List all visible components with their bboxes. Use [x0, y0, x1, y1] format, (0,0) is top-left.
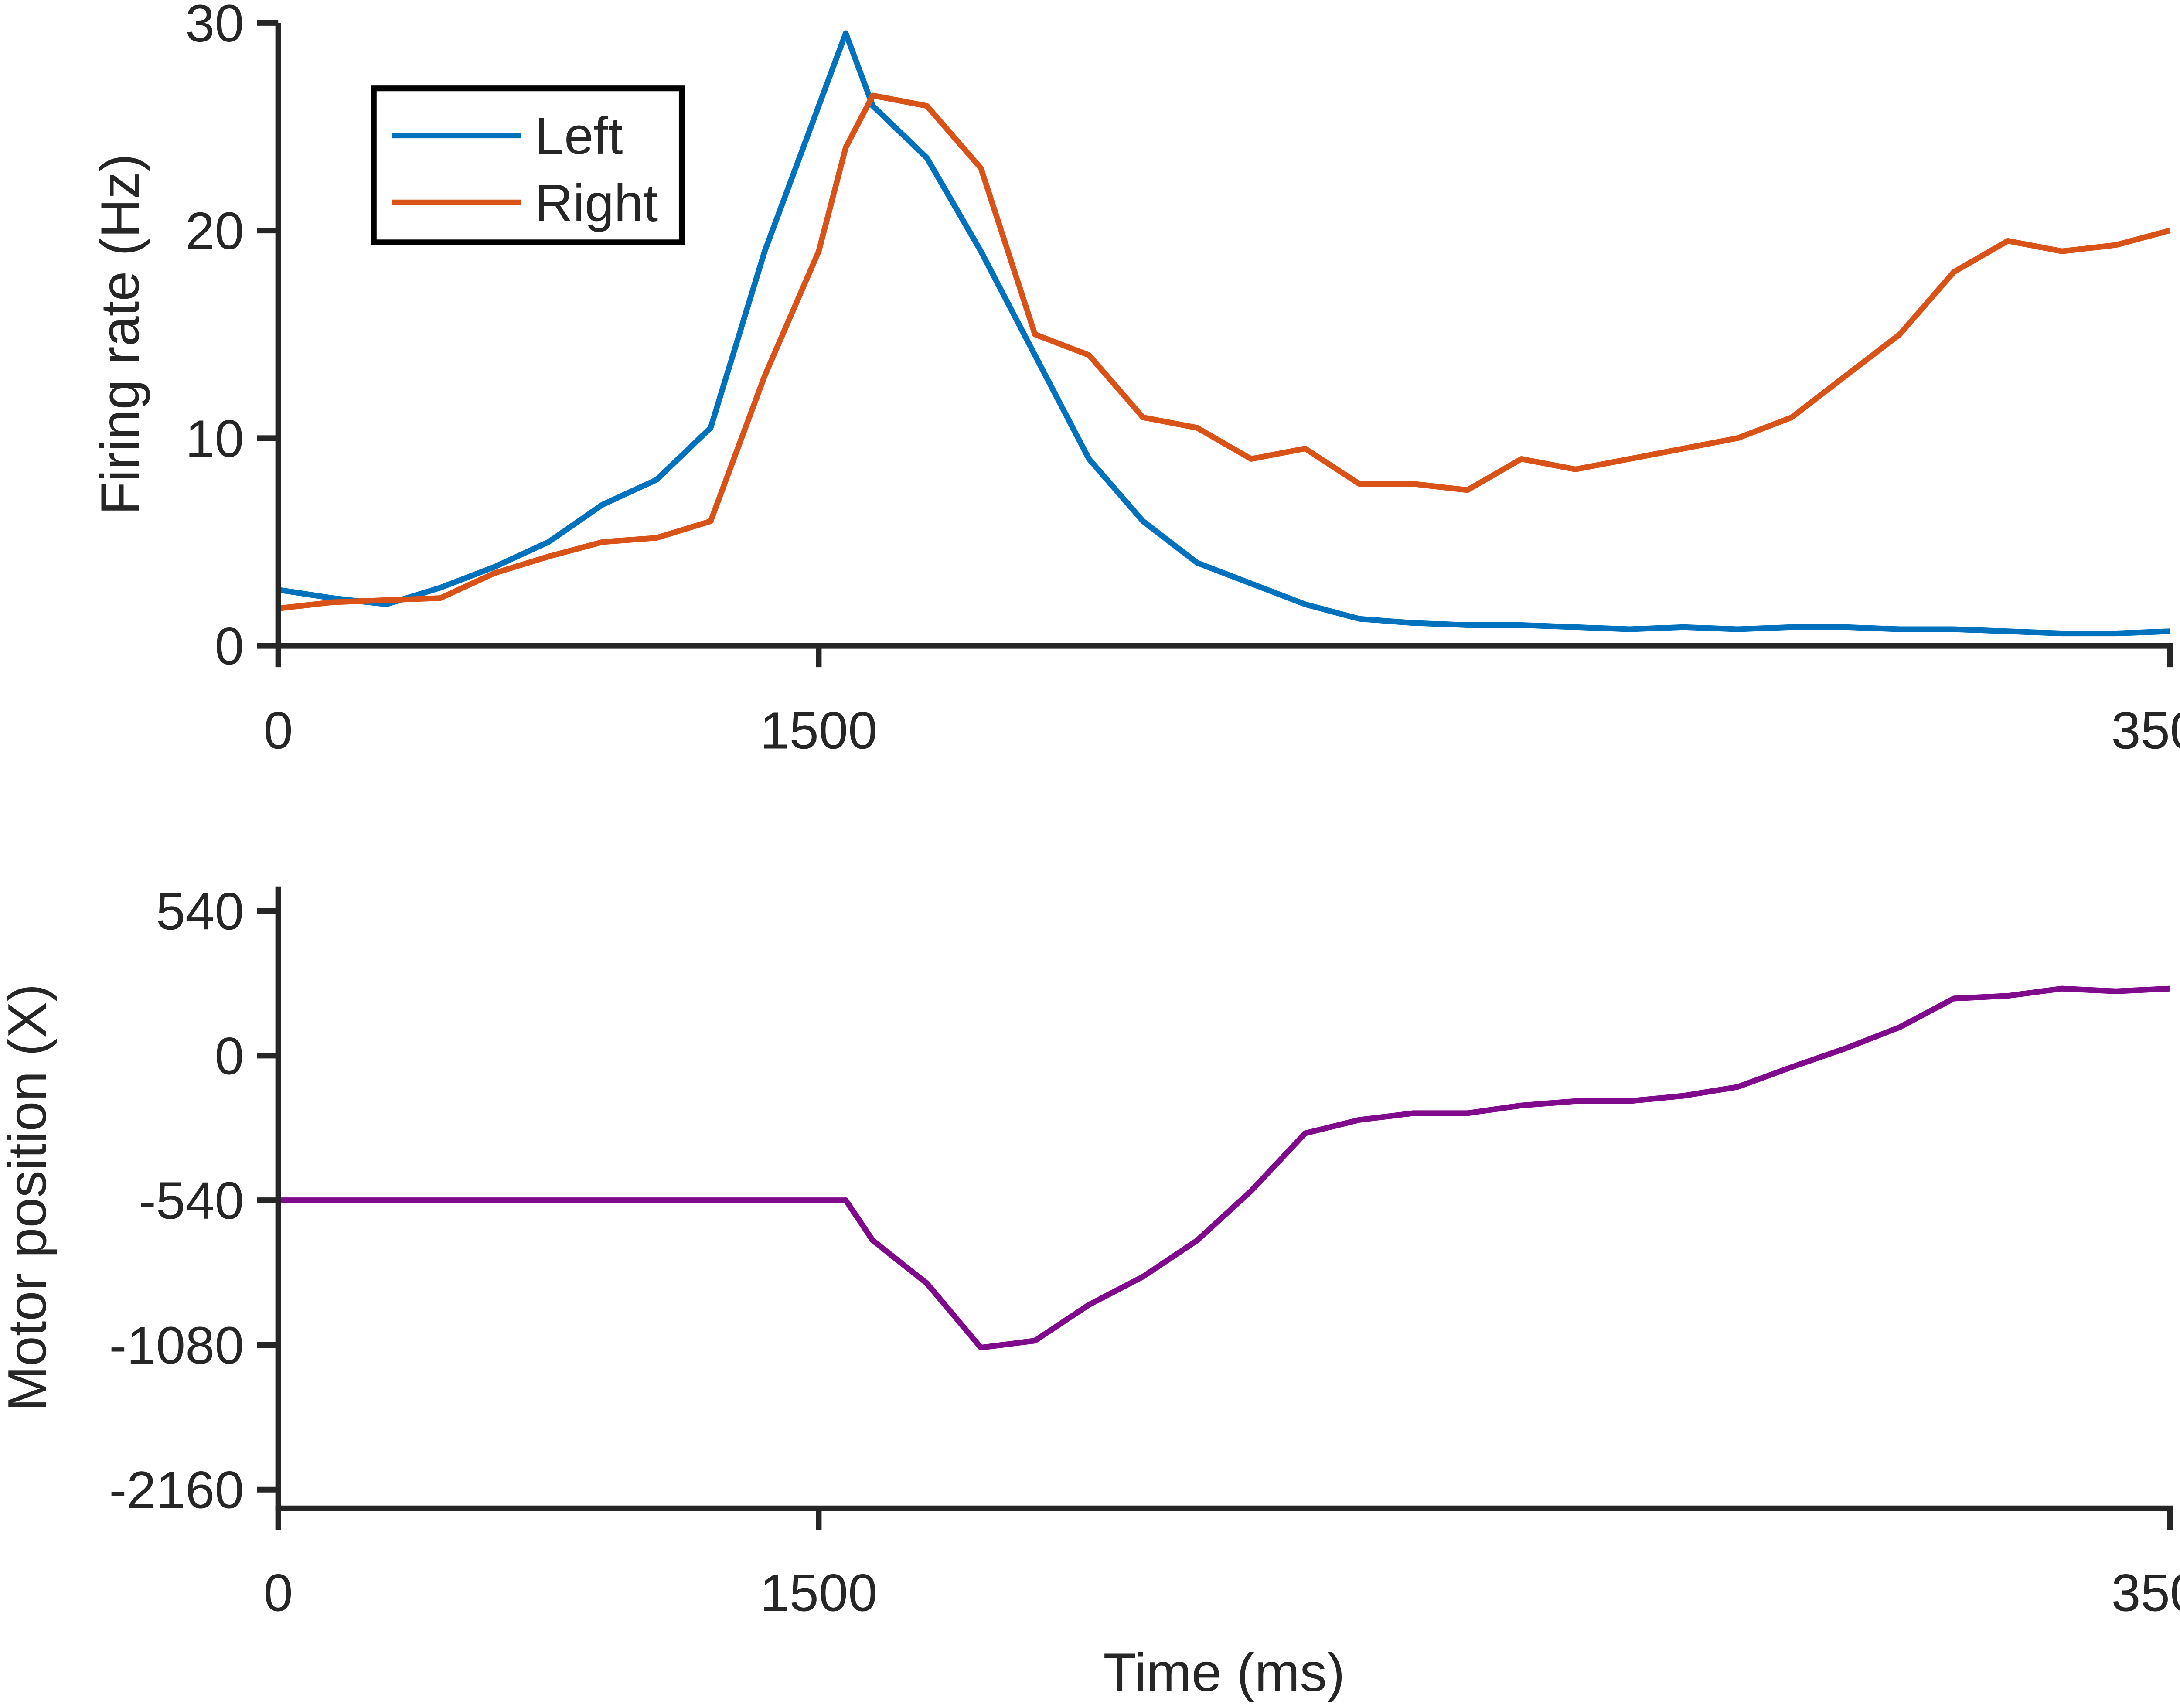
y-tick-label: 540	[156, 882, 244, 941]
y-tick-label: 0	[215, 617, 244, 676]
y-tick-label: 10	[185, 409, 244, 468]
legend-label: Left	[535, 106, 623, 165]
data-line	[278, 30, 2170, 637]
y-tick-label: -540	[139, 1171, 244, 1230]
y-tick-label: -2160	[109, 1460, 244, 1520]
y-tick-label: 0	[215, 1026, 244, 1085]
x-tick-label: 1500	[760, 701, 877, 760]
y-tick-label: -1080	[109, 1316, 244, 1375]
y-tick-label: 30	[185, 0, 244, 53]
x-tick-label: 0	[264, 1563, 293, 1623]
data-line	[278, 985, 2170, 1351]
y-axis-label: Motor position (X)	[0, 984, 58, 1411]
y-tick-label: 20	[185, 201, 244, 260]
x-tick-label: 3500	[2111, 1563, 2180, 1623]
legend-box	[371, 85, 685, 245]
data-line	[278, 92, 2171, 611]
x-tick-label: 0	[264, 701, 293, 760]
x-tick-label: 1500	[760, 1563, 877, 1623]
x-tick-label: 3500	[2111, 701, 2180, 760]
x-axis-label: Time (ms)	[1103, 1643, 1345, 1703]
y-axis-label: Firing rate (Hz)	[90, 154, 150, 515]
legend-label: Right	[535, 173, 658, 232]
